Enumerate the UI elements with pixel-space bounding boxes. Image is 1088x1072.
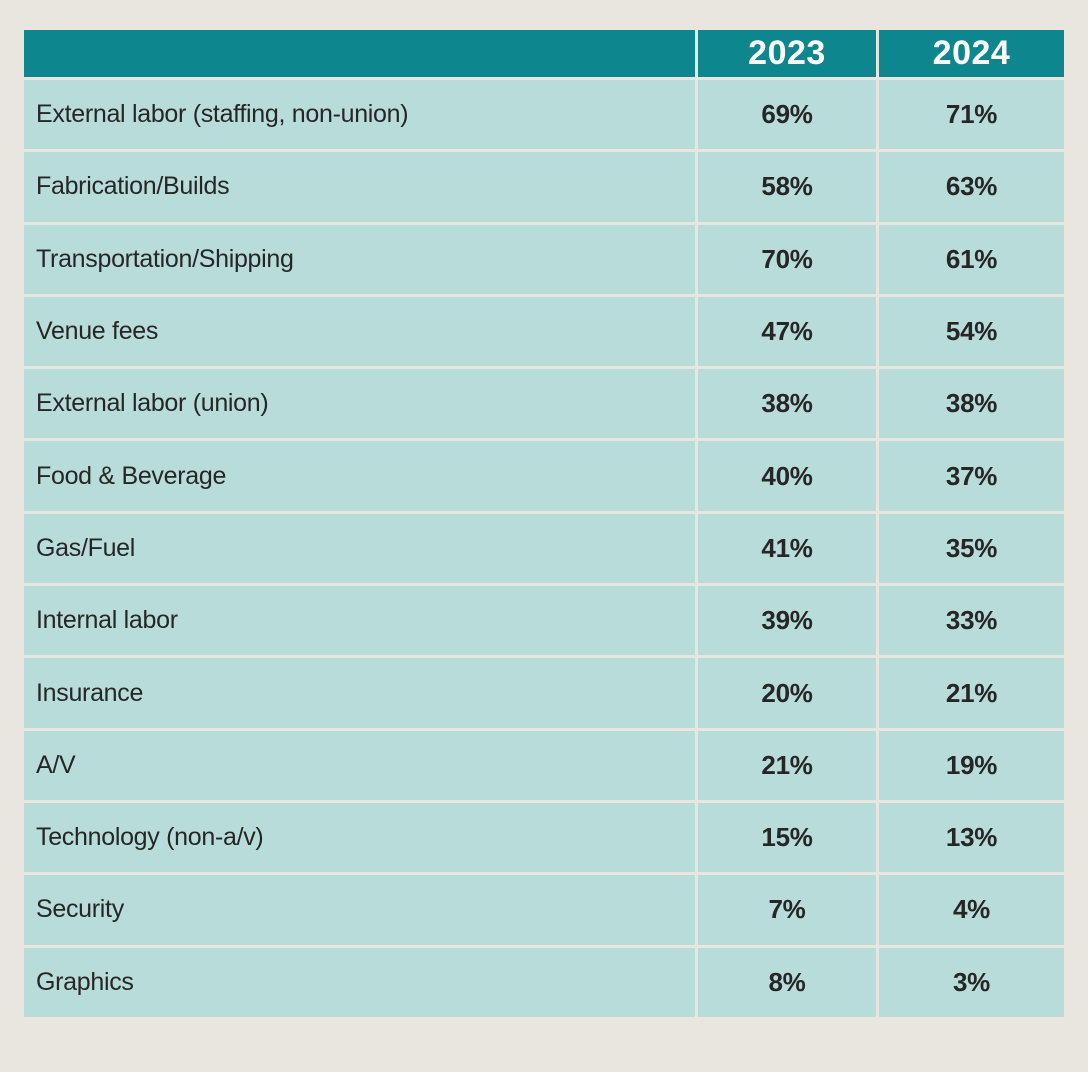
value-2024: 54%: [879, 296, 1064, 367]
value-2023: 47%: [698, 296, 876, 367]
row-label: A/V: [24, 730, 695, 800]
table-row: Fabrication/Builds 58% 63%: [24, 152, 1064, 222]
value-2023: 15%: [698, 802, 876, 873]
table-row: Gas/Fuel 41% 35%: [24, 513, 1064, 584]
value-2024: 33%: [879, 586, 1064, 656]
header-cell-2024: 2024: [879, 30, 1064, 77]
row-label: Technology (non-a/v): [24, 802, 695, 873]
row-label: Venue fees: [24, 296, 695, 367]
table-row: Security 7% 4%: [24, 875, 1064, 945]
row-label: External labor (staffing, non-union): [24, 80, 695, 150]
row-label: Gas/Fuel: [24, 513, 695, 584]
table-header-row: 2023 2024: [24, 30, 1064, 77]
value-2023: 21%: [698, 730, 876, 800]
table-row: Insurance 20% 21%: [24, 658, 1064, 728]
table-row: Food & Beverage 40% 37%: [24, 441, 1064, 511]
row-label: Food & Beverage: [24, 441, 695, 511]
value-2024: 38%: [879, 369, 1064, 439]
value-2024: 63%: [879, 152, 1064, 222]
table-row: Graphics 8% 3%: [24, 947, 1064, 1017]
value-2024: 61%: [879, 224, 1064, 294]
value-2024: 3%: [879, 947, 1064, 1017]
value-2023: 40%: [698, 441, 876, 511]
header-cell-category: [24, 30, 695, 77]
value-2023: 39%: [698, 586, 876, 656]
value-2024: 4%: [879, 875, 1064, 945]
value-2023: 69%: [698, 80, 876, 150]
table-row: Transportation/Shipping 70% 61%: [24, 224, 1064, 294]
table-row: External labor (staffing, non-union) 69%…: [24, 80, 1064, 150]
row-label: Transportation/Shipping: [24, 224, 695, 294]
value-2023: 70%: [698, 224, 876, 294]
value-2023: 8%: [698, 947, 876, 1017]
value-2023: 41%: [698, 513, 876, 584]
row-label: Internal labor: [24, 586, 695, 656]
value-2023: 7%: [698, 875, 876, 945]
value-2023: 38%: [698, 369, 876, 439]
row-label: Fabrication/Builds: [24, 152, 695, 222]
header-cell-2023: 2023: [698, 30, 876, 77]
table-row: Venue fees 47% 54%: [24, 296, 1064, 367]
table-row: Technology (non-a/v) 15% 13%: [24, 802, 1064, 873]
row-label: Graphics: [24, 947, 695, 1017]
value-2024: 21%: [879, 658, 1064, 728]
table-row: A/V 21% 19%: [24, 730, 1064, 800]
value-2024: 13%: [879, 802, 1064, 873]
row-label: External labor (union): [24, 369, 695, 439]
value-2024: 19%: [879, 730, 1064, 800]
row-label: Insurance: [24, 658, 695, 728]
table-row: External labor (union) 38% 38%: [24, 369, 1064, 439]
row-label: Security: [24, 875, 695, 945]
value-2024: 71%: [879, 80, 1064, 150]
cost-category-table: 2023 2024 External labor (staffing, non-…: [24, 30, 1064, 1017]
value-2023: 58%: [698, 152, 876, 222]
table-row: Internal labor 39% 33%: [24, 586, 1064, 656]
value-2024: 37%: [879, 441, 1064, 511]
value-2024: 35%: [879, 513, 1064, 584]
value-2023: 20%: [698, 658, 876, 728]
